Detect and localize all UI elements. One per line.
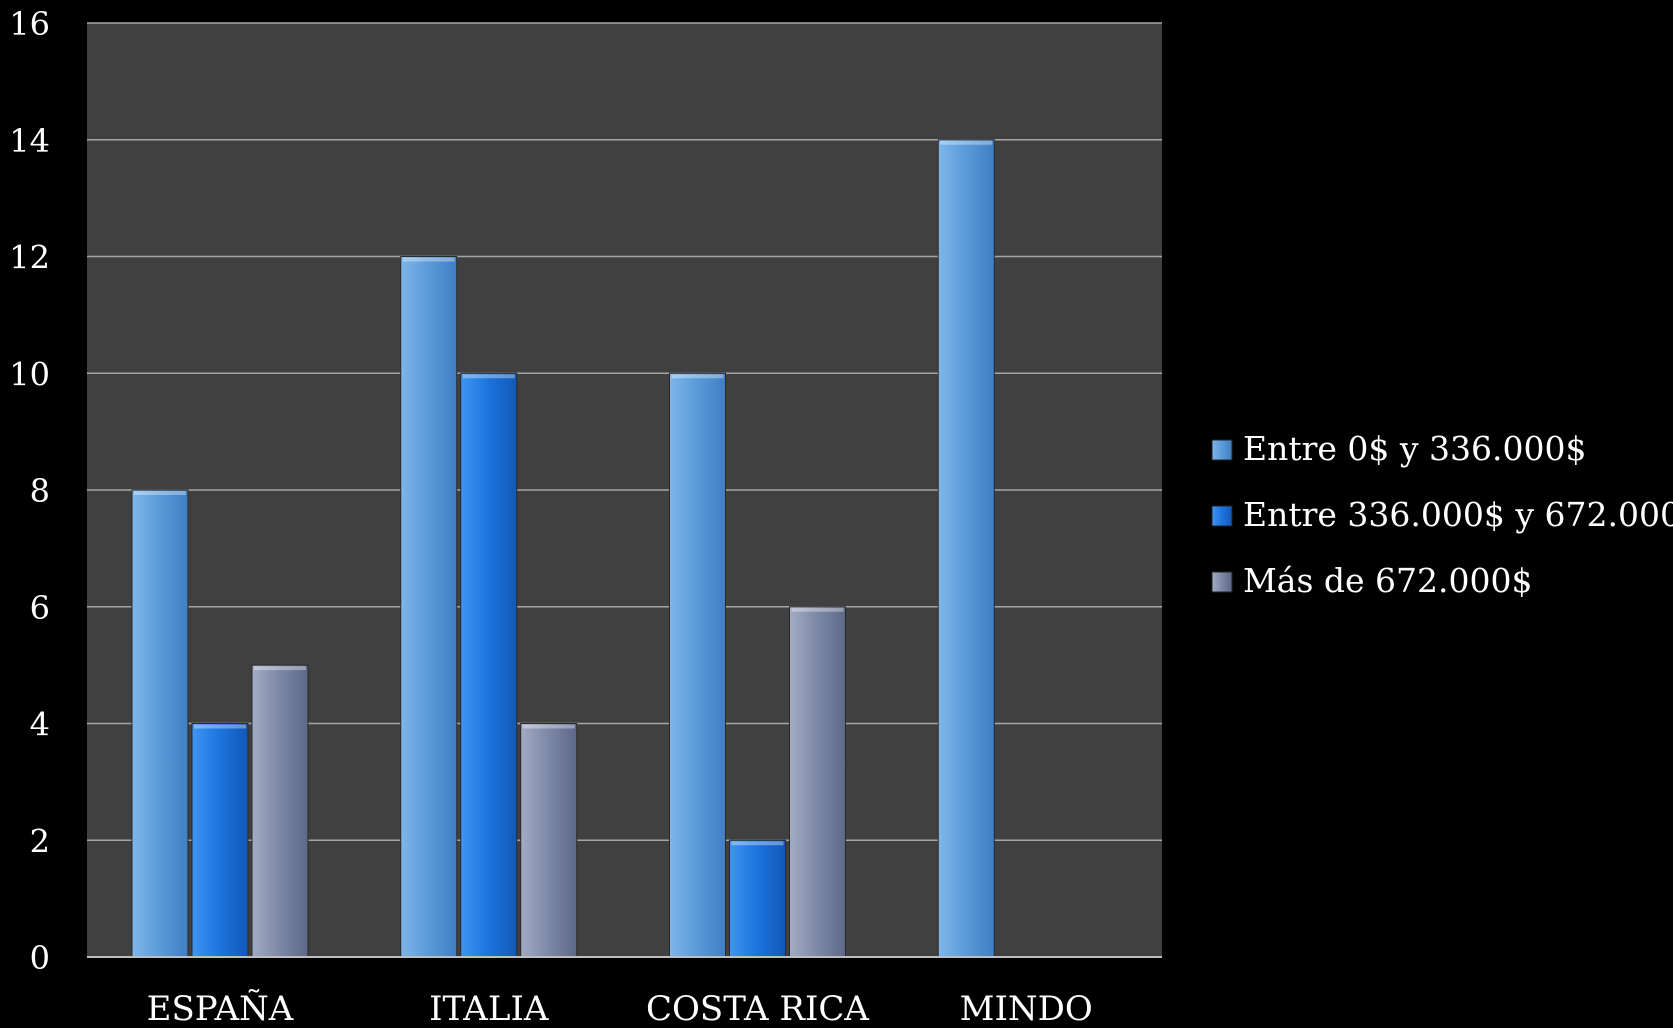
x-tick-label: COSTA RICA bbox=[646, 989, 869, 1028]
x-tick-label: MINDO bbox=[960, 989, 1093, 1028]
y-tick-label: 2 bbox=[30, 822, 50, 860]
bar-highlight bbox=[731, 841, 784, 846]
bar bbox=[131, 489, 189, 958]
bar-highlight bbox=[940, 140, 993, 145]
y-tick-label: 4 bbox=[30, 706, 50, 744]
bar-highlight bbox=[791, 607, 844, 612]
bar-highlight bbox=[522, 724, 575, 729]
bar-body bbox=[789, 606, 846, 958]
legend-label: Entre 0$ y 336.000$ bbox=[1243, 429, 1586, 468]
bar-body bbox=[131, 489, 189, 958]
legend-item: Más de 672.000$ bbox=[1211, 561, 1533, 600]
x-axis-tick-labels: ESPAÑA ITALIA COSTA RICA MINDO bbox=[147, 988, 1093, 1028]
x-tick-label: ITALIA bbox=[429, 989, 549, 1028]
legend-swatch bbox=[1211, 571, 1233, 593]
legend-label: Más de 672.000$ bbox=[1243, 561, 1533, 600]
bar bbox=[251, 664, 309, 958]
bar bbox=[460, 372, 518, 958]
bar-highlight bbox=[462, 374, 515, 379]
x-tick-label: ESPAÑA bbox=[147, 988, 294, 1028]
y-tick-label: 12 bbox=[9, 239, 50, 277]
bar-body bbox=[460, 372, 518, 958]
y-tick-label: 14 bbox=[9, 122, 50, 160]
bar bbox=[400, 256, 458, 958]
bar bbox=[937, 139, 995, 958]
bar bbox=[191, 723, 249, 958]
legend-item: Entre 336.000$ y 672.000$ bbox=[1211, 495, 1673, 534]
bar bbox=[789, 606, 846, 958]
bar-body bbox=[251, 664, 309, 958]
y-tick-label: 10 bbox=[9, 355, 50, 393]
bar-body bbox=[937, 139, 995, 958]
bar-body bbox=[729, 839, 786, 958]
y-tick-label: 0 bbox=[30, 939, 50, 977]
legend: Entre 0$ y 336.000$ Entre 336.000$ y 672.… bbox=[1211, 429, 1673, 600]
bar-body bbox=[669, 372, 726, 958]
y-axis-tick-labels: 0 2 4 6 8 10 12 14 16 bbox=[9, 5, 50, 977]
bar-highlight bbox=[254, 666, 306, 671]
legend-item: Entre 0$ y 336.000$ bbox=[1211, 429, 1586, 468]
y-tick-label: 8 bbox=[30, 472, 50, 510]
bar bbox=[520, 723, 578, 958]
bar bbox=[729, 839, 786, 958]
bar-highlight bbox=[194, 724, 246, 729]
bar-body bbox=[520, 723, 578, 958]
bars bbox=[131, 139, 995, 958]
bar-highlight bbox=[402, 257, 455, 262]
y-tick-label: 6 bbox=[30, 589, 50, 627]
bar-body bbox=[400, 256, 458, 958]
bar-highlight bbox=[671, 374, 724, 379]
bar-highlight bbox=[134, 491, 186, 495]
bar bbox=[669, 372, 726, 958]
bar-body bbox=[191, 723, 249, 958]
legend-swatch bbox=[1211, 505, 1233, 527]
legend-label: Entre 336.000$ y 672.000$ bbox=[1243, 495, 1673, 534]
legend-swatch bbox=[1211, 439, 1233, 461]
y-tick-label: 16 bbox=[9, 5, 50, 43]
